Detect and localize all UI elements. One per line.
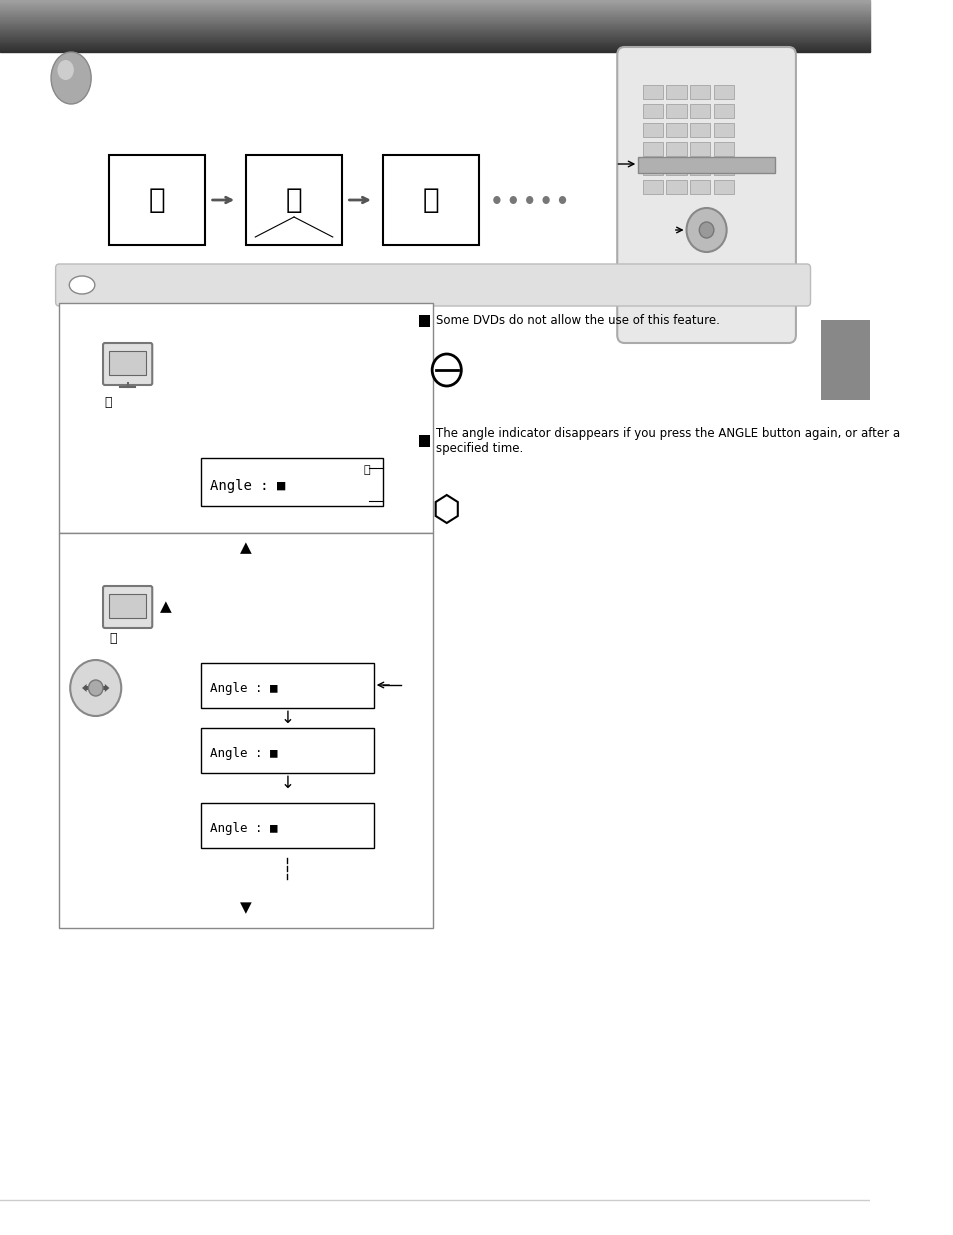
Bar — [638, 157, 774, 173]
Bar — [666, 180, 686, 194]
Circle shape — [542, 196, 549, 204]
Bar — [666, 104, 686, 119]
Bar — [382, 156, 478, 245]
Bar — [689, 142, 709, 156]
Bar — [200, 727, 374, 773]
Ellipse shape — [51, 52, 91, 104]
Ellipse shape — [70, 275, 94, 294]
Text: ↓: ↓ — [280, 774, 294, 792]
Circle shape — [525, 196, 533, 204]
Bar — [666, 142, 686, 156]
Bar — [110, 351, 146, 375]
Bar — [713, 124, 733, 137]
Text: 📹: 📹 — [363, 466, 370, 475]
Circle shape — [89, 680, 103, 697]
Bar — [642, 124, 662, 137]
Bar — [689, 124, 709, 137]
FancyBboxPatch shape — [103, 585, 152, 629]
Circle shape — [558, 196, 565, 204]
Circle shape — [432, 354, 461, 387]
Bar — [642, 180, 662, 194]
Bar — [666, 161, 686, 175]
Text: Angle : ■: Angle : ■ — [210, 479, 285, 493]
Text: 🚗: 🚗 — [149, 186, 166, 214]
Bar — [200, 458, 382, 506]
Circle shape — [71, 659, 121, 716]
Text: ▲: ▲ — [159, 599, 172, 615]
Circle shape — [493, 196, 500, 204]
Text: Angle : ■: Angle : ■ — [210, 747, 277, 760]
Bar — [642, 142, 662, 156]
Bar — [110, 594, 146, 618]
Bar — [713, 85, 733, 99]
FancyArrow shape — [101, 684, 110, 692]
Bar — [200, 803, 374, 848]
Bar — [713, 180, 733, 194]
Bar — [642, 85, 662, 99]
Circle shape — [686, 207, 726, 252]
Text: Some DVDs do not allow the use of this feature.: Some DVDs do not allow the use of this f… — [436, 315, 719, 327]
Bar — [59, 534, 433, 927]
Bar — [713, 142, 733, 156]
Text: 🚙: 🚙 — [285, 186, 302, 214]
FancyArrow shape — [82, 684, 91, 692]
Circle shape — [699, 222, 713, 238]
Bar — [689, 85, 709, 99]
Text: Angle : ■: Angle : ■ — [210, 682, 277, 695]
Text: ▲: ▲ — [240, 541, 252, 556]
Text: ▼: ▼ — [240, 900, 252, 915]
FancyBboxPatch shape — [103, 343, 152, 385]
Text: ↓: ↓ — [280, 709, 294, 727]
Bar — [419, 315, 430, 327]
Bar — [666, 85, 686, 99]
Text: 📹: 📹 — [105, 396, 112, 410]
Bar — [689, 104, 709, 119]
Text: Angle : ■: Angle : ■ — [210, 823, 277, 835]
Bar — [642, 161, 662, 175]
Bar — [642, 104, 662, 119]
Bar — [110, 156, 205, 245]
FancyBboxPatch shape — [55, 264, 810, 306]
Bar — [200, 663, 374, 708]
FancyBboxPatch shape — [617, 47, 795, 343]
Text: 📹: 📹 — [110, 631, 117, 645]
FancyArrow shape — [92, 685, 99, 694]
Bar — [59, 303, 433, 534]
Bar — [246, 156, 341, 245]
Bar — [713, 161, 733, 175]
FancyArrow shape — [92, 682, 99, 692]
Bar — [689, 180, 709, 194]
Ellipse shape — [57, 61, 73, 80]
Bar — [713, 104, 733, 119]
Bar — [666, 124, 686, 137]
Text: 🚘: 🚘 — [422, 186, 438, 214]
Polygon shape — [436, 495, 457, 522]
Bar — [820, 320, 869, 400]
Bar — [419, 435, 430, 447]
Circle shape — [509, 196, 517, 204]
Text: The angle indicator disappears if you press the ANGLE button again, or after a s: The angle indicator disappears if you pr… — [436, 427, 899, 454]
Bar — [689, 161, 709, 175]
